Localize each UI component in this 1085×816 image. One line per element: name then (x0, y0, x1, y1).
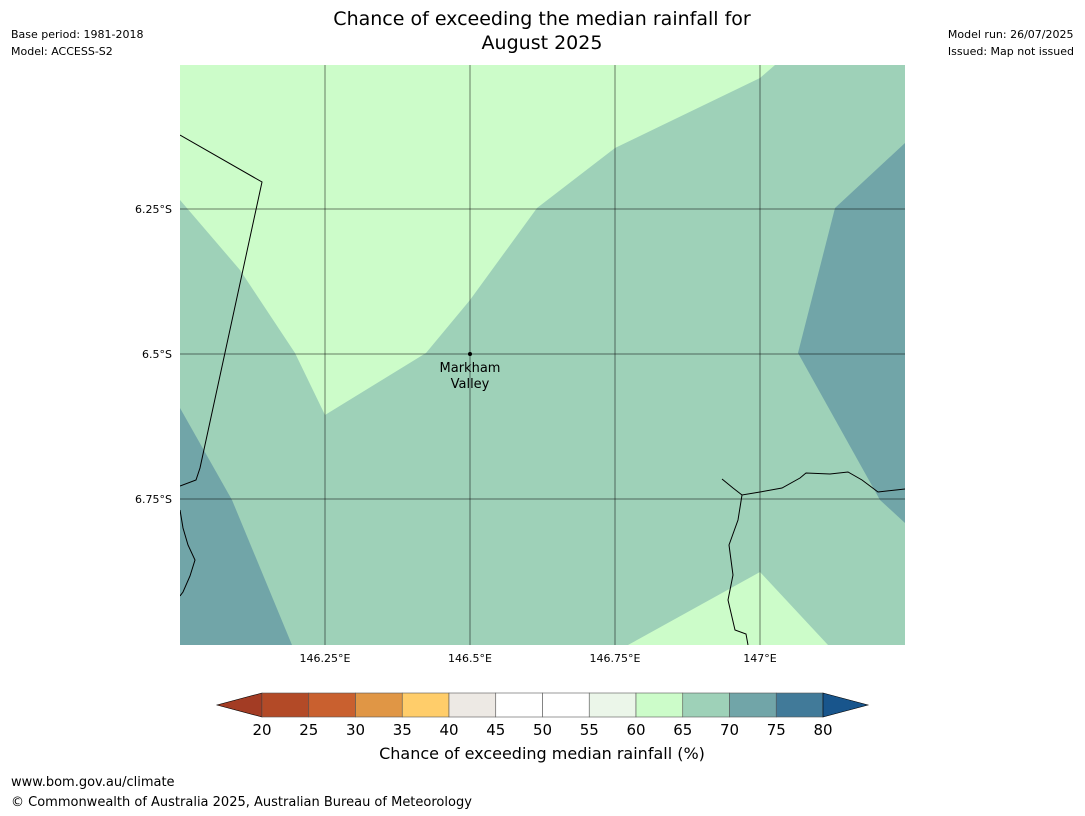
model-text: Model: ACCESS-S2 (11, 45, 113, 58)
contour-60-65-north (180, 65, 775, 415)
color-bar-segment (308, 692, 356, 718)
color-bar-tick-label: 75 (767, 721, 786, 739)
lat-label: 6.5°S (142, 348, 172, 361)
footer-url: www.bom.gov.au/climate (11, 775, 175, 790)
map-title: Chance of exceeding the median rainfall … (242, 7, 842, 55)
lon-label: 146.75°E (590, 652, 641, 665)
coastline-east (721, 471, 905, 496)
river-line (727, 494, 749, 645)
color-bar-segment (261, 692, 310, 718)
base-period-text: Base period: 1981-2018 (11, 28, 144, 41)
contour-70-75-southwest (180, 408, 292, 645)
color-bar: 20 25 30 35 40 45 50 55 60 65 70 75 80 (215, 692, 870, 739)
contour-70-75-east (798, 143, 905, 523)
color-bar-tick-label: 80 (813, 721, 832, 739)
color-bar-segment (635, 692, 684, 718)
color-bar-tick-label: 45 (486, 721, 505, 739)
color-bar-segment (355, 692, 403, 718)
color-bar-tick-label: 35 (393, 721, 412, 739)
color-bar-tick-label: 65 (673, 721, 692, 739)
color-bar-tick-label: 25 (299, 721, 318, 739)
footer-copyright: © Commonwealth of Australia 2025, Austra… (11, 795, 472, 810)
color-bar-segment (448, 692, 497, 718)
lon-label: 147°E (743, 652, 776, 665)
model-run-text: Model run: 26/07/2025 (947, 28, 1074, 41)
color-bar-segment (729, 692, 777, 718)
color-bar-arrow-high (822, 692, 870, 718)
color-bar-segment (775, 692, 824, 718)
lon-label: 146.25°E (300, 652, 351, 665)
lat-label: 6.25°S (135, 203, 172, 216)
lat-label: 6.75°S (135, 493, 172, 506)
color-bar-segment (495, 692, 543, 718)
lon-label: 146.5°E (448, 652, 492, 665)
color-bar-label: Chance of exceeding median rainfall (%) (379, 744, 705, 763)
color-bar-segment (401, 692, 450, 718)
color-bar-tick-label: 70 (720, 721, 739, 739)
place-label-line-2: Valley (451, 377, 490, 392)
place-marker (468, 352, 472, 356)
color-bar-segment (682, 692, 730, 718)
map-metadata-left: Base period: 1981-2018 Model: ACCESS-S2 (11, 26, 143, 60)
contour-60-65-south (628, 572, 828, 645)
rainfall-contours (180, 65, 905, 645)
color-bar-tick-label: 30 (346, 721, 365, 739)
color-bar-segment (542, 692, 590, 718)
coastline-west (180, 509, 196, 597)
title-line-1: Chance of exceeding the median rainfall … (333, 8, 751, 30)
place-label-line-1: Markham (440, 361, 501, 376)
color-bar-segment (588, 692, 637, 718)
border-line (180, 134, 263, 487)
color-bar-arrow-low (215, 692, 263, 718)
map-metadata-right: Model run: 26/07/2025 Issued: Map not is… (948, 26, 1074, 60)
color-bar-tick-label: 55 (580, 721, 599, 739)
issued-text: Issued: Map not issued (947, 45, 1074, 58)
color-bar-tick-label: 20 (252, 721, 271, 739)
color-bar-tick-label: 50 (533, 721, 552, 739)
color-bar-tick-label: 60 (626, 721, 645, 739)
title-line-2: August 2025 (481, 32, 603, 54)
color-bar-tick-label: 40 (439, 721, 458, 739)
